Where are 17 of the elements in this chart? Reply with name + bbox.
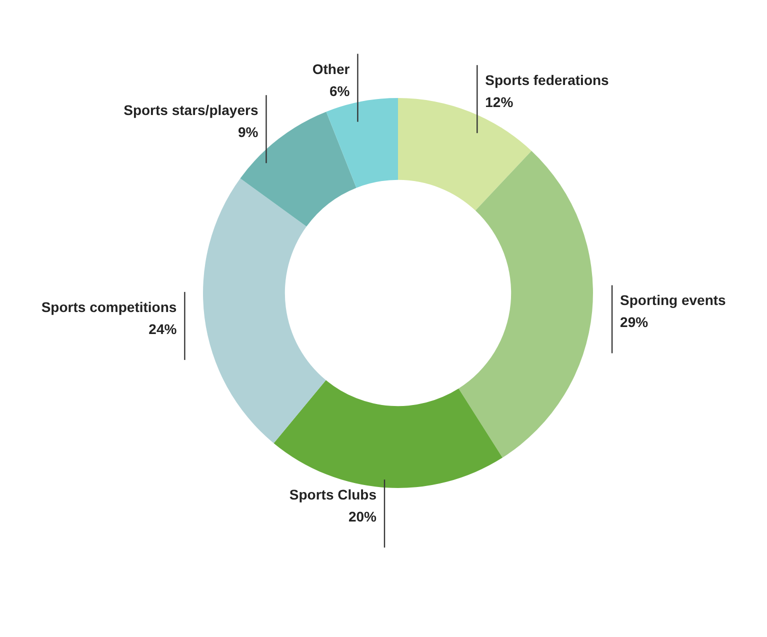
slice-label: Sports competitions bbox=[41, 298, 177, 315]
slice-label: Sports stars/players bbox=[124, 102, 258, 118]
data-label: 24% bbox=[148, 320, 178, 337]
data-label: 6% bbox=[329, 82, 350, 99]
donut-slice bbox=[326, 98, 398, 188]
slice-label: Sports federations bbox=[485, 72, 610, 88]
slice-label: Other bbox=[312, 60, 350, 77]
data-label: 12% bbox=[485, 94, 514, 110]
data-label: 9% bbox=[238, 124, 259, 140]
data-label: 29% bbox=[620, 314, 649, 330]
donut-slice bbox=[274, 380, 502, 488]
slice-label: Sports Clubs bbox=[289, 486, 377, 503]
data-label: 20% bbox=[348, 508, 378, 525]
donut-slice bbox=[203, 178, 326, 444]
donut-slice bbox=[398, 98, 532, 211]
slice-label: Sporting events bbox=[620, 292, 726, 308]
donut-slice bbox=[458, 150, 593, 458]
